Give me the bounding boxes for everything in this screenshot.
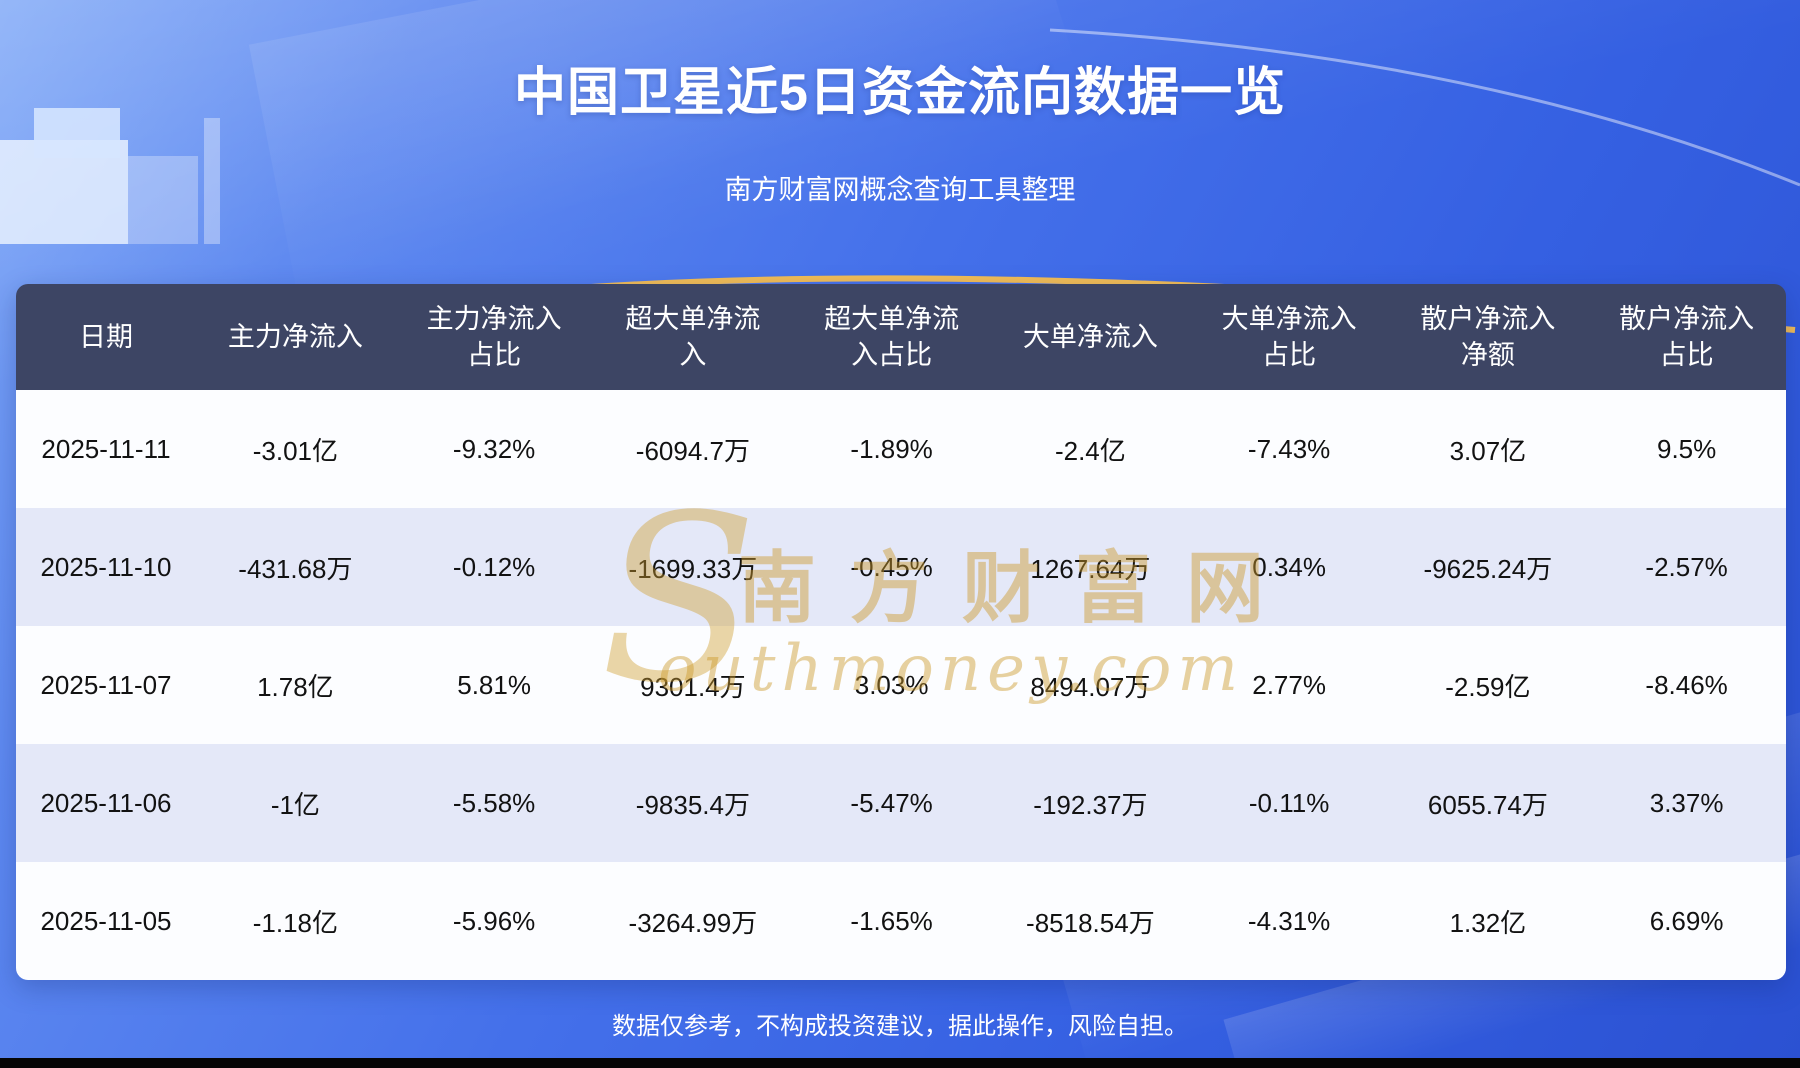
- header-retail-net-inflow: 散户净流入 净额: [1388, 284, 1588, 390]
- building-illustration: [0, 96, 260, 246]
- cell-xl-order-net-inflow: -3264.99万: [628, 907, 758, 938]
- cell-retail-net-inflow-pct: -2.57%: [1645, 551, 1728, 582]
- cell-retail-net-inflow-pct: 3.37%: [1649, 787, 1724, 818]
- cell-date: 2025-11-07: [40, 669, 172, 700]
- header-main-net-inflow-pct: 主力净流入 占比: [394, 284, 594, 390]
- cell-main-net-inflow-pct: -5.58%: [452, 787, 536, 818]
- cell-xl-order-net-inflow: -6094.7万: [635, 435, 750, 466]
- cell-large-order-net-inflow-pct: -7.43%: [1247, 433, 1331, 464]
- header-retail-net-inflow-pct: 散户净流入 占比: [1587, 284, 1786, 390]
- cell-main-net-inflow: 1.78亿: [257, 671, 334, 702]
- cell-date: 2025-11-11: [41, 433, 171, 464]
- cell-large-order-net-inflow-pct: 0.34%: [1252, 551, 1326, 582]
- table-row: 2025-11-05 -1.18亿 -5.96% -3264.99万 -1.65…: [16, 862, 1786, 980]
- fund-flow-table: 日期 主力净流入 主力净流入 占比 超大单净流 入 超大单净流 入占比 大单净流…: [16, 284, 1786, 980]
- cell-xl-order-net-inflow-pct: -0.45%: [850, 551, 933, 582]
- cell-xl-order-net-inflow-pct: -5.47%: [850, 787, 933, 818]
- table-row: 2025-11-06 -1亿 -5.58% -9835.4万 -5.47% -1…: [16, 744, 1786, 862]
- cell-main-net-inflow-pct: 5.81%: [457, 669, 531, 700]
- disclaimer-text: 数据仅参考，不构成投资建议，据此操作，风险自担。: [612, 1013, 1188, 1040]
- cell-date: 2025-11-06: [40, 787, 172, 818]
- cell-date: 2025-11-10: [40, 551, 172, 582]
- cell-xl-order-net-inflow-pct: 3.03%: [854, 669, 929, 700]
- cell-large-order-net-inflow-pct: 2.77%: [1252, 669, 1326, 700]
- cell-retail-net-inflow: 3.07亿: [1449, 435, 1527, 466]
- cell-xl-order-net-inflow: -9835.4万: [635, 789, 750, 820]
- cell-retail-net-inflow-pct: 9.5%: [1656, 433, 1717, 464]
- cell-retail-net-inflow: 1.32亿: [1449, 907, 1527, 938]
- cell-main-net-inflow-pct: -5.96%: [452, 905, 536, 936]
- cell-large-order-net-inflow-pct: -4.31%: [1247, 905, 1331, 936]
- cell-large-order-net-inflow: 1267.64万: [1030, 553, 1151, 584]
- cell-main-net-inflow: -1亿: [270, 789, 320, 820]
- cell-retail-net-inflow: 6055.74万: [1427, 789, 1548, 820]
- table-row: 2025-11-10 -431.68万 -0.12% -1699.33万 -0.…: [16, 508, 1786, 626]
- table-header-row: 日期 主力净流入 主力净流入 占比 超大单净流 入 超大单净流 入占比 大单净流…: [16, 284, 1786, 390]
- header-xl-order-net-inflow-pct: 超大单净流 入占比: [792, 284, 991, 390]
- page-subtitle: 南方财富网概念查询工具整理: [724, 175, 1076, 205]
- table-row: 2025-11-11 -3.01亿 -9.32% -6094.7万 -1.89%…: [16, 390, 1786, 508]
- cell-main-net-inflow-pct: -9.32%: [452, 433, 536, 464]
- cell-xl-order-net-inflow-pct: -1.65%: [850, 905, 933, 936]
- cell-retail-net-inflow-pct: -8.46%: [1645, 669, 1728, 700]
- cell-large-order-net-inflow: 8494.07万: [1030, 671, 1151, 702]
- cell-main-net-inflow: -3.01亿: [252, 435, 338, 466]
- cell-main-net-inflow: -431.68万: [238, 553, 353, 584]
- cell-large-order-net-inflow-pct: -0.11%: [1248, 787, 1330, 818]
- cell-retail-net-inflow-pct: 6.69%: [1649, 905, 1724, 936]
- cell-retail-net-inflow: -9625.24万: [1423, 553, 1553, 584]
- cell-main-net-inflow-pct: -0.12%: [452, 551, 536, 582]
- cell-large-order-net-inflow: -2.4亿: [1054, 435, 1126, 466]
- cell-retail-net-inflow: -2.59亿: [1445, 671, 1531, 702]
- header-large-order-net-inflow-pct: 大单净流入 占比: [1189, 284, 1389, 390]
- header-large-order-net-inflow: 大单净流入: [991, 284, 1190, 390]
- cell-large-order-net-inflow: -8518.54万: [1026, 907, 1155, 938]
- header-date: 日期: [16, 284, 196, 390]
- page-title: 中国卫星近5日资金流向数据一览: [514, 64, 1286, 122]
- cell-date: 2025-11-05: [40, 905, 172, 936]
- header-xl-order-net-inflow: 超大单净流 入: [593, 284, 793, 390]
- bottom-black-bar: [0, 1058, 1800, 1068]
- cell-main-net-inflow: -1.18亿: [252, 907, 338, 938]
- header-main-net-inflow: 主力净流入: [196, 284, 395, 390]
- table-row: 2025-11-07 1.78亿 5.81% 9301.4万 3.03% 849…: [16, 626, 1786, 744]
- cell-xl-order-net-inflow-pct: -1.89%: [850, 433, 933, 464]
- cell-xl-order-net-inflow: -1699.33万: [628, 553, 758, 584]
- cell-xl-order-net-inflow: 9301.4万: [640, 671, 746, 702]
- cell-large-order-net-inflow: -192.37万: [1033, 789, 1148, 820]
